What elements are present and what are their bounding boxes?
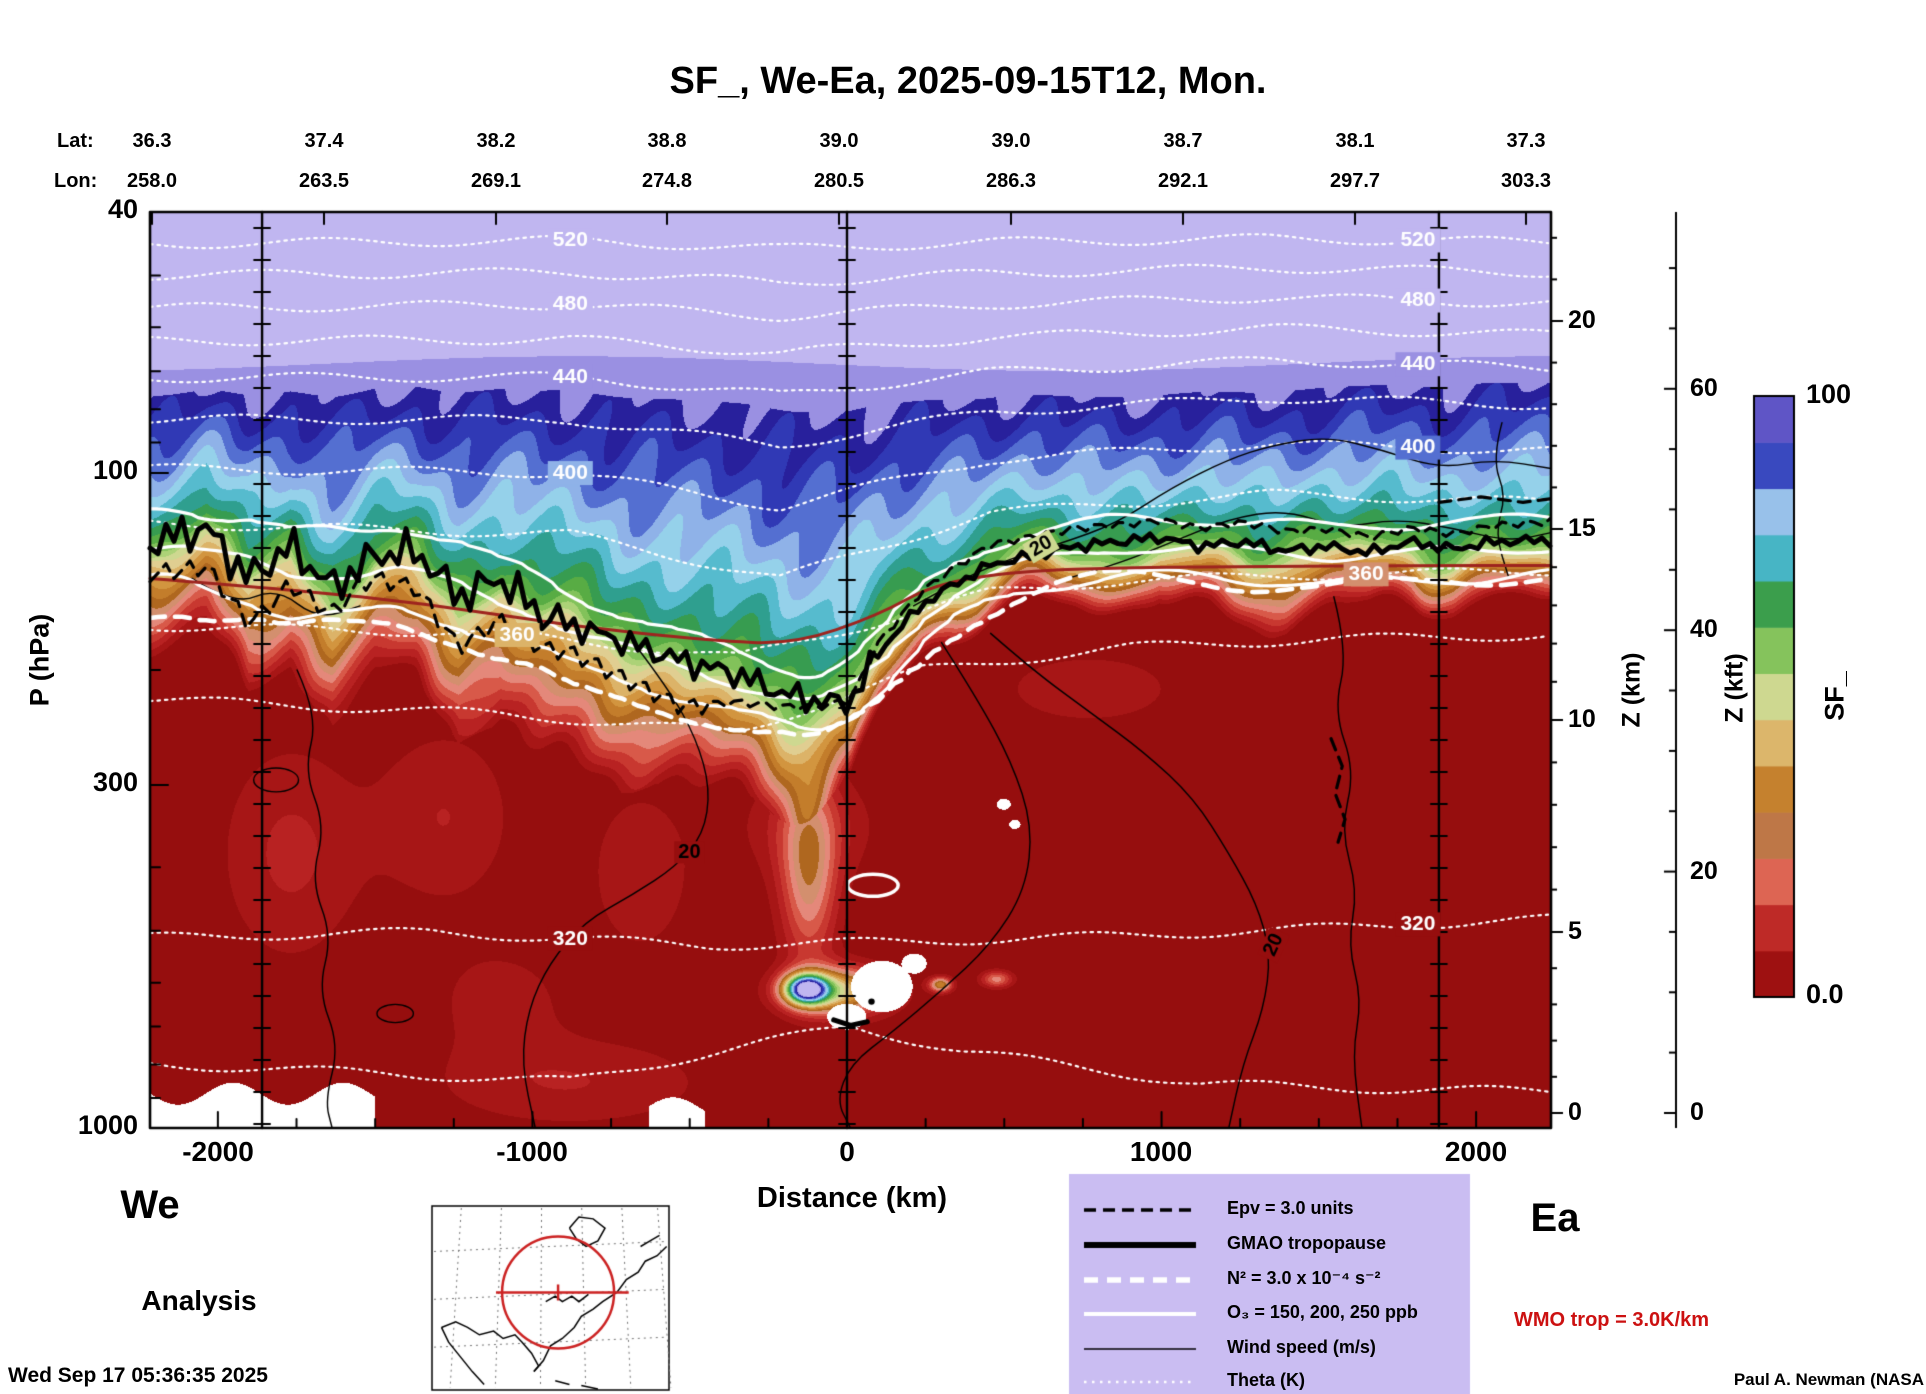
legend-item-label: O₃ = 150, 200, 250 ppb: [1227, 1302, 1418, 1322]
distance-tick-label: 2000: [1444, 1136, 1508, 1167]
lat-value: 38.1: [1335, 130, 1375, 152]
distance-axis-label: Distance (km): [756, 1182, 948, 1214]
lon-value: 297.7: [1329, 170, 1381, 192]
plot-title: SF_, We-Ea, 2025-09-15T12, Mon.: [669, 60, 1267, 102]
analysis-label: Analysis: [141, 1285, 257, 1316]
distance-tick-label: -2000: [182, 1136, 254, 1167]
lat-value: 38.2: [476, 130, 516, 152]
timestamp: Wed Sep 17 05:36:35 2025: [8, 1364, 268, 1387]
lon-value: 280.5: [813, 170, 865, 192]
legend-item-label: N² = 3.0 x 10⁻⁴ s⁻²: [1227, 1268, 1381, 1288]
lon-value: 286.3: [985, 170, 1037, 192]
z-km-tick-label: 0: [1568, 1098, 1582, 1126]
lon-value: 263.5: [298, 170, 350, 192]
lat-value: 38.7: [1163, 130, 1203, 152]
z-km-tick-label: 20: [1568, 306, 1596, 334]
legend-item-label: Wind speed (m/s): [1227, 1337, 1376, 1357]
section-start-label: We: [120, 1183, 180, 1227]
lon-value: 258.0: [126, 170, 178, 192]
lon-value: 292.1: [1157, 170, 1209, 192]
z-km-tick-label: 10: [1568, 705, 1596, 733]
lat-value: 37.3: [1506, 130, 1546, 152]
legend-item-label: GMAO tropopause: [1227, 1233, 1387, 1253]
z-km-tick-label: 5: [1568, 917, 1582, 945]
z-kft-tick-label: 40: [1690, 615, 1718, 643]
distance-tick-label: 0: [839, 1136, 855, 1167]
pressure-tick-label: 300: [92, 767, 138, 797]
section-end-label: Ea: [1530, 1196, 1580, 1240]
pressure-tick-label: 100: [92, 455, 138, 485]
lat-value: 36.3: [132, 130, 172, 152]
lat-value: 38.8: [647, 130, 687, 152]
lat-value: 39.0: [819, 130, 859, 152]
credit: Paul A. Newman (NASA: [1733, 1370, 1924, 1389]
lon-value: 269.1: [470, 170, 522, 192]
colorbar-max-label: 100: [1806, 379, 1852, 409]
lat-row-label: Lat:: [57, 130, 94, 152]
colorbar-min-label: 0.0: [1806, 979, 1844, 1009]
distance-tick-label: 1000: [1129, 1136, 1193, 1167]
legend-item-label: Theta (K): [1227, 1370, 1305, 1390]
z-km-tick-label: 15: [1568, 514, 1596, 542]
pressure-tick-label: 1000: [77, 1110, 138, 1140]
lat-value: 37.4: [304, 130, 344, 152]
lat-value: 39.0: [991, 130, 1031, 152]
legend-item-label: Epv = 3.0 units: [1227, 1198, 1354, 1218]
z-kft-tick-label: 20: [1690, 857, 1718, 885]
z-kft-tick-label: 0: [1690, 1098, 1704, 1126]
z-kft-tick-label: 60: [1690, 374, 1718, 402]
wmo-trop-note: WMO trop = 3.0K/km: [1514, 1309, 1710, 1331]
pressure-axis-label: P (hPa): [24, 613, 55, 707]
z-kft-axis-label: Z (kft): [1720, 653, 1749, 723]
distance-tick-label: -1000: [496, 1136, 568, 1167]
lon-value: 303.3: [1500, 170, 1552, 192]
lon-value: 274.8: [641, 170, 693, 192]
pressure-tick-label: 40: [107, 194, 138, 224]
colorbar-axis-label: SF_: [1819, 671, 1850, 721]
z-km-axis-label: Z (km): [1617, 652, 1646, 728]
lon-row-label: Lon:: [54, 170, 98, 192]
